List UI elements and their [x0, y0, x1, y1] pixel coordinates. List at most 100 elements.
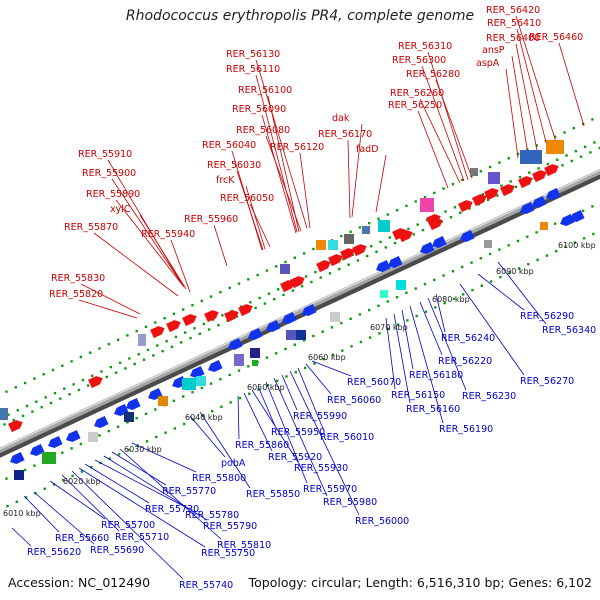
gene-box: [330, 312, 340, 322]
tick-mark-row2: [442, 187, 445, 190]
gene-box: [540, 222, 548, 230]
gene-box: [328, 240, 338, 250]
gene-box: [88, 432, 98, 442]
reverse-gene-arrow: [266, 320, 281, 332]
tick-mark-row2: [395, 209, 399, 212]
tick-mark-row1: [174, 335, 178, 339]
tick-mark-row4: [52, 483, 56, 486]
gene-box: [520, 150, 542, 164]
tick-mark-row0: [263, 302, 267, 305]
gene-label-bottom: RER_56010: [320, 432, 374, 443]
leader-line-bottom: [103, 455, 208, 521]
tick-mark-row3: [470, 261, 473, 264]
tick-mark-row1: [453, 206, 457, 209]
tick-mark-row4: [164, 431, 167, 434]
gene-label-bottom: RER_55920: [268, 452, 322, 463]
tick-mark-row4: [220, 405, 223, 408]
forward-gene-arrow: [280, 280, 295, 293]
leader-line-top: [170, 239, 191, 293]
gene-label-top: ansP: [482, 45, 505, 56]
tick-mark-row3: [488, 252, 492, 256]
tick-mark-row2: [312, 247, 315, 251]
tick-mark-row0: [449, 216, 453, 219]
gene-features: [0, 140, 585, 480]
leader-line-top: [419, 98, 461, 184]
tick-mark-row3: [219, 378, 222, 381]
leader-line-top: [516, 28, 548, 147]
gene-label-top: RER_56400: [486, 33, 540, 44]
leader-line-bottom: [243, 392, 273, 452]
tick-mark-row2: [405, 204, 408, 207]
tick-mark-row1: [528, 171, 531, 174]
tick-mark-row1: [304, 275, 308, 278]
tick-mark-row3: [386, 300, 389, 303]
gene-label-bottom: RER_55950: [271, 427, 325, 438]
gene-label-top: RER_55960: [184, 214, 238, 225]
gene-box: [234, 354, 244, 366]
gene-box: [250, 348, 260, 358]
leader-line-top: [107, 159, 181, 282]
tick-mark-row3: [321, 330, 324, 333]
tick-mark-row1: [388, 236, 391, 239]
leader-line-bottom: [435, 293, 446, 333]
tick-mark-row2: [461, 178, 464, 182]
tick-mark-row3: [23, 468, 27, 472]
leader-line-bottom: [61, 474, 120, 532]
tick-mark-row2: [265, 269, 269, 272]
tick-mark-row2: [154, 321, 157, 324]
tick-mark-row4: [276, 379, 279, 382]
scale-label: 6100 kbp: [558, 241, 596, 250]
leader-line-bottom: [257, 385, 276, 427]
gene-label-bottom: RER_56000: [355, 516, 409, 527]
gene-label-top: RER_55870: [64, 222, 118, 233]
tick-mark-row4: [592, 232, 595, 236]
tick-mark-row1: [128, 357, 131, 360]
backbone-highlight: [0, 169, 600, 450]
gene-label-top: aspA: [476, 58, 500, 69]
tick-mark-row1: [118, 361, 122, 364]
tick-mark-row1: [593, 141, 596, 144]
tick-mark-row3: [498, 248, 501, 251]
tick-mark-row3: [135, 416, 138, 420]
tick-mark-row2: [107, 342, 110, 346]
tick-mark-row3: [516, 239, 520, 243]
tick-mark-row1: [314, 270, 317, 274]
gene-box: [420, 198, 434, 212]
tick-mark-row2: [386, 213, 389, 216]
tick-mark-row0: [31, 410, 34, 413]
tick-mark-row2: [191, 304, 194, 307]
leader-line-bottom: [409, 305, 444, 424]
tick-mark-row2: [172, 312, 176, 315]
tick-mark-row0: [124, 367, 127, 370]
tick-mark-row3: [293, 343, 296, 346]
gene-box: [470, 168, 478, 176]
tick-mark-row1: [267, 292, 271, 295]
reverse-gene-arrow: [570, 210, 585, 222]
tick-mark-row4: [201, 414, 204, 417]
tick-mark-row3: [116, 425, 120, 428]
leader-line-top: [245, 185, 266, 250]
forward-gene-arrow: [150, 326, 165, 339]
gene-label-top: RER_56110: [226, 64, 280, 75]
gene-label-top: RER_55940: [141, 229, 195, 240]
tick-mark-row0: [338, 267, 341, 271]
tick-mark-row3: [330, 326, 334, 329]
tick-mark-row4: [480, 284, 483, 287]
gene-box: [396, 280, 406, 290]
gene-label-bottom: RER_55930: [294, 463, 348, 474]
reverse-gene-arrow: [248, 328, 263, 340]
tick-mark-row0: [375, 250, 378, 253]
genome-backbone: [0, 168, 600, 458]
tick-mark-row2: [247, 278, 250, 281]
tick-mark-row4: [90, 466, 93, 469]
gene-box: [344, 234, 354, 244]
forward-gene-arrow: [484, 188, 499, 201]
tick-mark-row0: [105, 375, 108, 379]
gene-label-top: RER_55910: [78, 149, 132, 160]
leader-line-bottom: [311, 360, 352, 377]
gene-label-bottom: RER_55770: [162, 486, 216, 497]
tick-mark-row1: [425, 219, 429, 222]
tick-mark-row2: [423, 196, 427, 199]
leader-line-top: [375, 154, 387, 213]
tick-mark-row0: [570, 159, 573, 163]
